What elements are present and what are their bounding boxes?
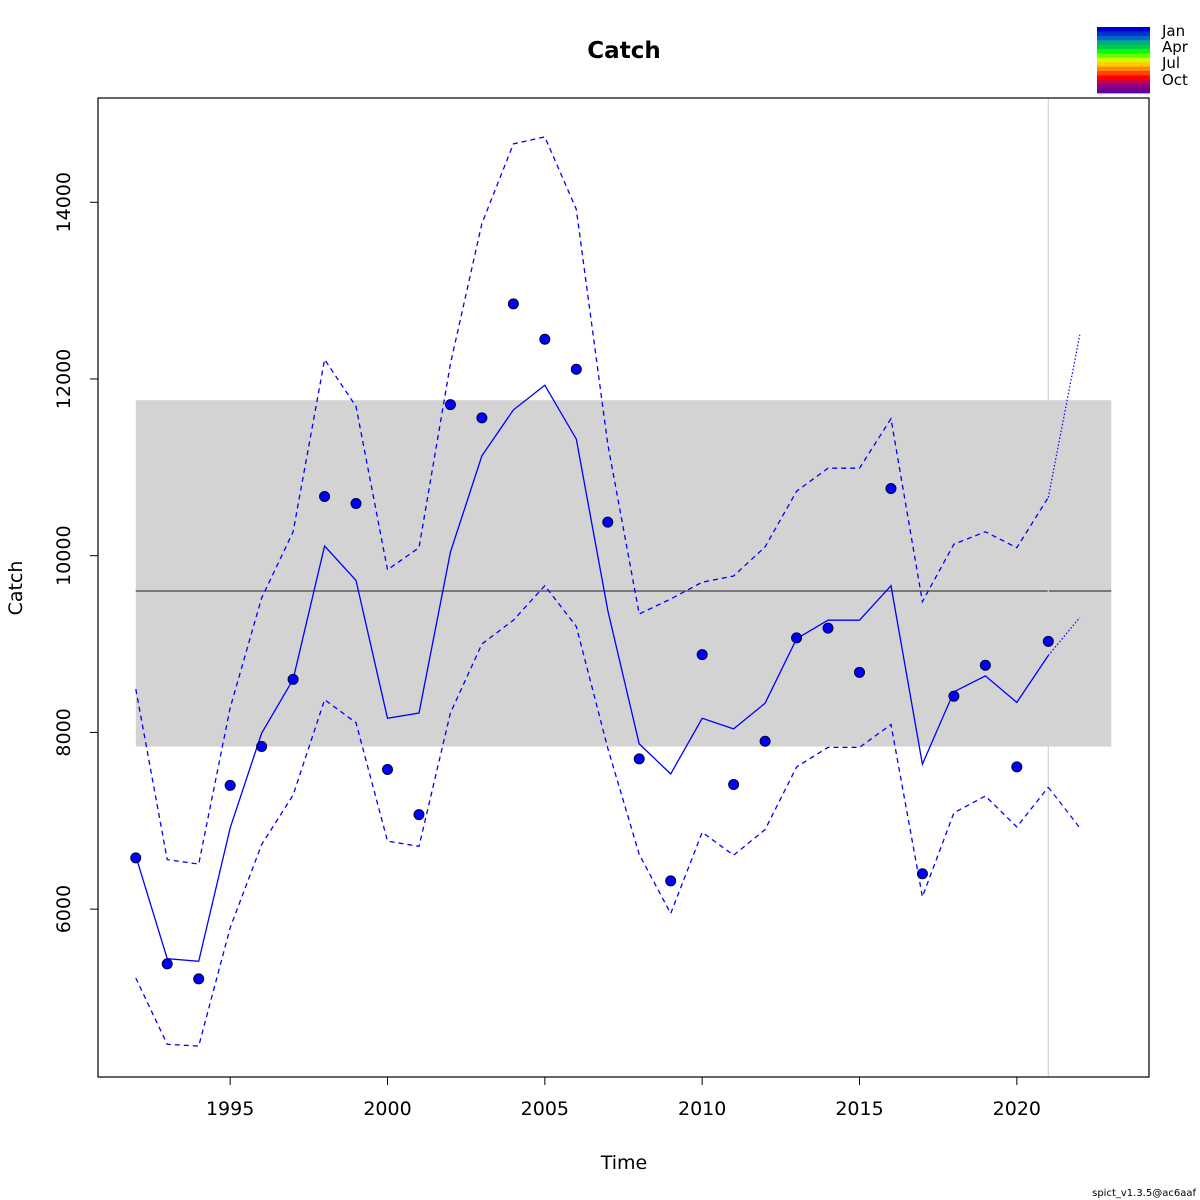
y-tick-label: 8000 [53,708,75,756]
legend-color-swatch [1097,35,1150,41]
observation-point [224,779,236,791]
observation-point [791,632,803,644]
legend-color-swatch [1097,57,1150,63]
legend-color-swatch [1097,66,1150,72]
series-lower-line [135,584,1049,1047]
series-forecast-line [1047,617,1081,656]
series-forecast-lower-line [1047,786,1081,829]
observation-point [885,483,897,495]
y-tick-label: 6000 [53,885,75,933]
reference-band [135,400,1112,747]
y-tick-label: 10000 [53,525,75,585]
legend-label-oct: Oct [1162,71,1188,89]
observation-point [854,666,866,678]
observation-point [476,412,488,424]
legend-color-swatch [1097,75,1150,81]
observation-point [759,735,771,747]
observation-point [1042,635,1054,647]
y-axis-title: Catch [5,561,27,616]
observation-point [256,741,268,753]
series-estimate-line [135,384,1049,962]
y-tick-label: 14000 [53,172,75,232]
legend-color-swatch [1097,40,1150,45]
observation-point [413,809,425,821]
plot-layers: 1995 2000 2005 2010 2015 2020 6000 8000 10000 120… [53,97,1150,1120]
version-footer: spict_v1.3.5@ac6aaf [1092,1188,1196,1199]
chart-title: Catch [587,38,660,64]
observation-point [319,490,331,502]
observation-point [193,973,205,985]
observation-point [979,659,991,671]
observation-point [381,764,393,776]
x-tick-label: 2005 [521,1098,569,1120]
x-tick-label: 1995 [206,1098,254,1120]
x-tick-label: 2020 [993,1098,1041,1120]
observation-point [507,298,519,310]
observation-point [1011,761,1023,773]
x-tick-label: 2010 [678,1098,726,1120]
y-tick-label: 12000 [53,349,75,409]
observation-point [728,779,740,791]
legend-label-jul: Jul [1161,54,1180,72]
x-tick-label: 2000 [363,1098,411,1120]
observation-point [602,516,614,528]
x-tick-label: 2015 [835,1098,883,1120]
legend-color-swatch [1097,27,1150,32]
observation-point [350,498,362,510]
legend-color-swatch [1097,53,1150,59]
observation-point [822,622,834,634]
observation-point [570,363,582,375]
x-axis-title: Time [600,1152,648,1174]
legend-color-swatch [1097,79,1150,85]
observation-point [287,673,299,685]
legend-label-apr: Apr [1162,38,1189,56]
observation-point [665,875,677,887]
observation-point [948,690,960,702]
legend-color-swatch [1097,49,1150,54]
observation-point [539,333,551,345]
legend-color-swatch [1097,62,1150,67]
legend-color-swatch [1097,44,1150,50]
legend-color-swatch [1097,71,1150,76]
observation-point [444,399,456,411]
legend-color-swatch [1097,31,1150,37]
observation-point [696,649,708,661]
observation-point [130,852,142,864]
legend-label-jan: Jan [1161,22,1185,40]
observation-point [161,958,173,970]
legend-color-swatch [1097,84,1150,89]
observation-point [633,753,645,765]
legend-color-swatch [1097,88,1150,94]
observation-point [916,868,928,880]
plot-frame [97,97,1150,1078]
